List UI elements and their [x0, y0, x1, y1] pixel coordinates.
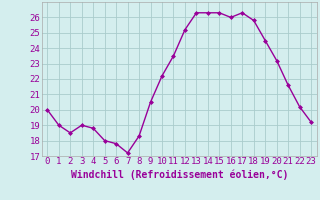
X-axis label: Windchill (Refroidissement éolien,°C): Windchill (Refroidissement éolien,°C)	[70, 169, 288, 180]
